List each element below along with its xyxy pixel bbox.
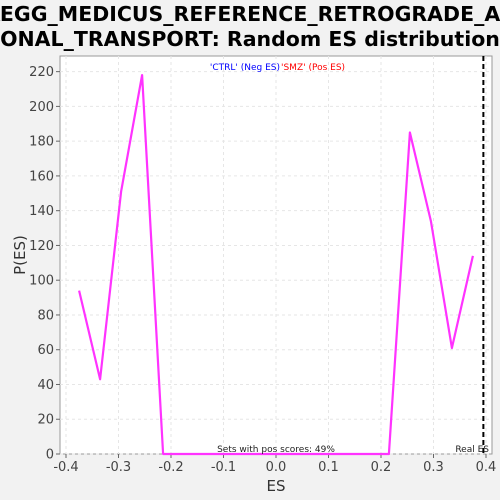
y-tick-label: 160 — [29, 169, 54, 184]
y-tick-label: 0 — [46, 448, 54, 463]
y-tick-label: 200 — [29, 100, 54, 115]
chart-title-line-2: ONAL_TRANSPORT: Random ES distribution — [0, 27, 500, 51]
y-tick-label: 120 — [29, 239, 54, 254]
y-tick-label: 60 — [37, 343, 54, 358]
x-axis-title: ES — [267, 477, 286, 495]
axis-ticks: -0.4 -0.3 -0.2 -0.1 0.0 0.1 0.2 0.3 0.4 0 20 40 60 80… — [29, 65, 496, 475]
series-line-pes — [78, 74, 474, 456]
chart-title-line-1: KEGG_MEDICUS_REFERENCE_RETROGRADE_AX — [0, 2, 500, 26]
legend-entry-smz: 'SMZ' (Pos ES) — [281, 63, 345, 73]
x-tick-label: 0.1 — [318, 460, 339, 475]
real-es-label: Real ES — [455, 445, 489, 455]
x-tick-label: 0.0 — [266, 460, 287, 475]
x-tick-label: -0.2 — [158, 460, 183, 475]
x-tick-label: -0.1 — [211, 460, 236, 475]
legend-entry-ctrl: 'CTRL' (Neg ES) — [210, 63, 280, 73]
x-tick-label: 0.2 — [371, 460, 392, 475]
x-tick-label: -0.3 — [106, 460, 131, 475]
y-axis-title: P(ES) — [11, 235, 29, 275]
y-tick-label: 140 — [29, 204, 54, 219]
x-tick-label: 0.3 — [423, 460, 444, 475]
y-tick-label: 180 — [29, 135, 54, 150]
y-tick-label: 20 — [37, 413, 54, 428]
pos-scores-annotation: Sets with pos scores: 49% — [217, 445, 335, 455]
x-tick-label: 0.4 — [476, 460, 497, 475]
y-tick-label: 80 — [37, 308, 54, 323]
x-tick-label: -0.4 — [53, 460, 78, 475]
y-tick-label: 100 — [29, 274, 54, 289]
y-tick-label: 220 — [29, 65, 54, 80]
y-tick-label: 40 — [37, 378, 54, 393]
